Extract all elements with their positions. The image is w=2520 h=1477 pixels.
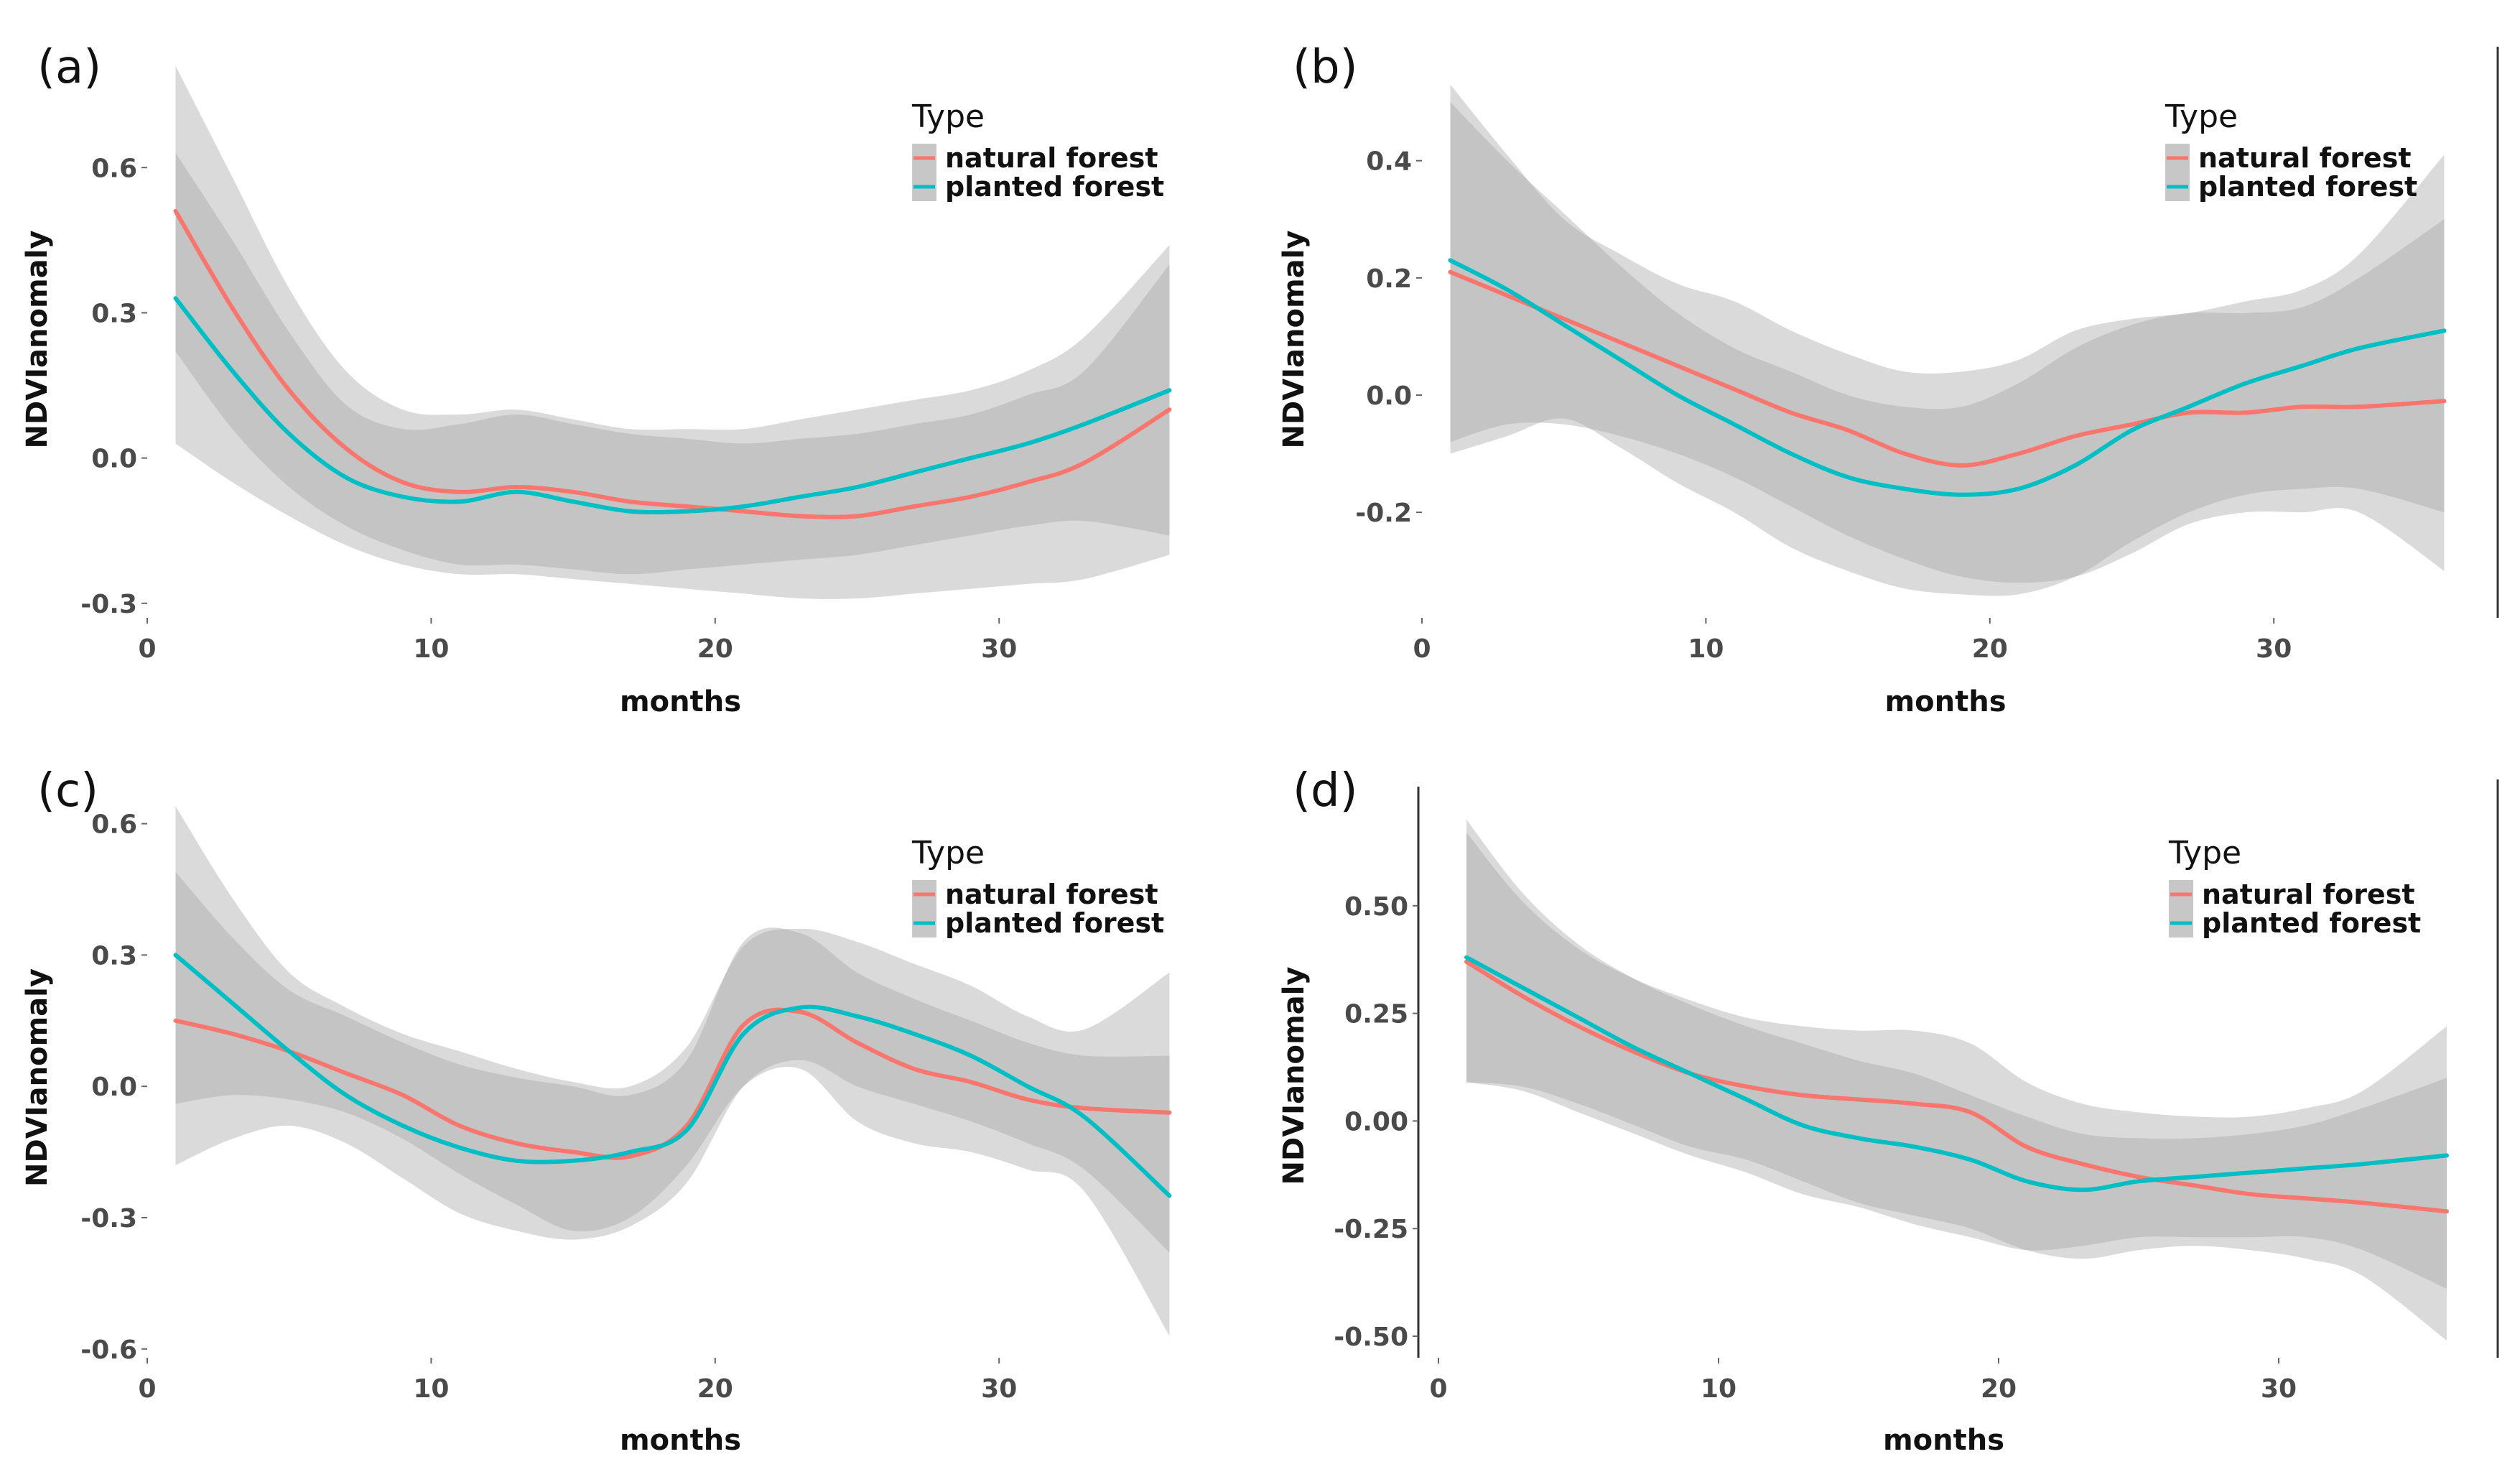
y-tick-label: 0.50 [1344, 892, 1408, 922]
x-tick-label: 0 [138, 634, 156, 664]
x-axis-title: months [620, 1424, 741, 1457]
series-line-planted-forest [1448, 258, 2447, 497]
y-tick-label: 0.00 [1344, 1107, 1408, 1136]
panel-label: (c) [37, 764, 98, 818]
y-tick-label: 0.25 [1344, 1000, 1408, 1029]
legend-label: planted forest [2202, 907, 2421, 939]
panel-label: (d) [1293, 764, 1358, 818]
x-axis-title: months [1883, 1424, 2004, 1457]
y-tick-label: 0.0 [91, 1073, 137, 1102]
x-tick-label: 30 [2256, 634, 2292, 664]
y-tick-label: 0.3 [91, 299, 137, 328]
legend-title: Type [2168, 835, 2241, 871]
legend-label: planted forest [945, 907, 1164, 939]
y-tick-label: -0.2 [1355, 499, 1412, 528]
y-tick-label: -0.25 [1334, 1215, 1408, 1244]
legend-title: Type [911, 835, 985, 871]
confidence-band-planted [1450, 102, 2445, 596]
y-axis-title: NDVIanomaly [21, 968, 54, 1187]
series-line-planted-forest [173, 296, 1172, 515]
series-line-planted-forest [1464, 955, 2449, 1193]
x-tick-label: 0 [1429, 1374, 1447, 1404]
legend-label: planted forest [945, 171, 1164, 203]
confidence-band-natural [175, 871, 1170, 1336]
y-tick-label: -0.50 [1334, 1323, 1408, 1352]
confidence-band-planted [175, 806, 1170, 1253]
x-tick-label: 0 [1413, 634, 1431, 664]
series-line-natural-forest [1448, 269, 2447, 468]
legend-label: natural forest [945, 879, 1158, 910]
legend-title: Type [2165, 98, 2238, 135]
panel-label: (a) [37, 41, 101, 94]
x-axis-title: months [620, 685, 741, 718]
x-axis-title: months [1884, 685, 2006, 718]
panel-c: 0 10 20 30 -0.6 -0.3 0.0 0.3 0.6 months NDVIanomal… [21, 764, 1172, 1457]
panel-b: 0 10 20 30 -0.2 0.0 0.2 0.4 months NDVIanomaly (b)… [1278, 41, 2499, 718]
x-tick-label: 10 [1688, 634, 1724, 664]
confidence-band-planted [1466, 820, 2447, 1290]
legend-label: planted forest [2198, 171, 2417, 203]
legend-label: natural forest [2198, 142, 2412, 174]
x-tick-label: 20 [697, 1374, 733, 1404]
y-tick-label: -0.3 [80, 590, 137, 619]
x-tick-label: 0 [138, 1374, 156, 1404]
panel-label: (b) [1293, 41, 1358, 94]
y-axis-title: NDVIanomaly [1278, 231, 1311, 449]
confidence-band-natural [1466, 832, 2447, 1341]
confidence-band-natural [175, 65, 1170, 599]
y-tick-label: 0.0 [91, 445, 137, 474]
y-axis-title: NDVIanomaly [1278, 967, 1311, 1185]
x-tick-label: 10 [413, 634, 449, 664]
y-tick-label: 0.2 [1366, 264, 1412, 294]
y-tick-label: 0.3 [91, 941, 137, 971]
x-tick-label: 30 [2261, 1374, 2297, 1404]
x-tick-label: 20 [1981, 1374, 2017, 1404]
x-tick-label: 10 [1701, 1374, 1736, 1404]
legend-label: natural forest [2202, 879, 2415, 910]
x-tick-label: 30 [981, 634, 1017, 664]
series-line-natural-forest [1464, 959, 2449, 1214]
x-tick-label: 10 [413, 1374, 449, 1404]
y-tick-label: 0.6 [91, 810, 137, 840]
y-tick-label: 0.4 [1366, 147, 1412, 177]
x-tick-label: 30 [981, 1374, 1017, 1404]
series-line-natural-forest [173, 208, 1172, 519]
panel-d: 0 10 20 30 -0.50 -0.25 0.00 0.25 0.50 months NDVIa… [1278, 764, 2499, 1457]
legend-title: Type [911, 98, 985, 135]
confidence-band-natural [1450, 84, 2445, 583]
x-tick-label: 20 [1972, 634, 2008, 664]
y-tick-label: -0.3 [80, 1204, 137, 1233]
x-tick-label: 20 [697, 634, 733, 664]
series-line-planted-forest [173, 953, 1172, 1198]
legend-label: natural forest [945, 142, 1158, 174]
y-tick-label: -0.6 [80, 1335, 137, 1365]
y-tick-label: 0.6 [91, 154, 137, 183]
y-tick-label: 0.0 [1366, 381, 1412, 411]
y-axis-title: NDVIanomaly [21, 231, 54, 449]
panel-a: 0 10 20 30 -0.3 0.0 0.3 0.6 months NDVIanomaly (a)… [21, 41, 1172, 718]
